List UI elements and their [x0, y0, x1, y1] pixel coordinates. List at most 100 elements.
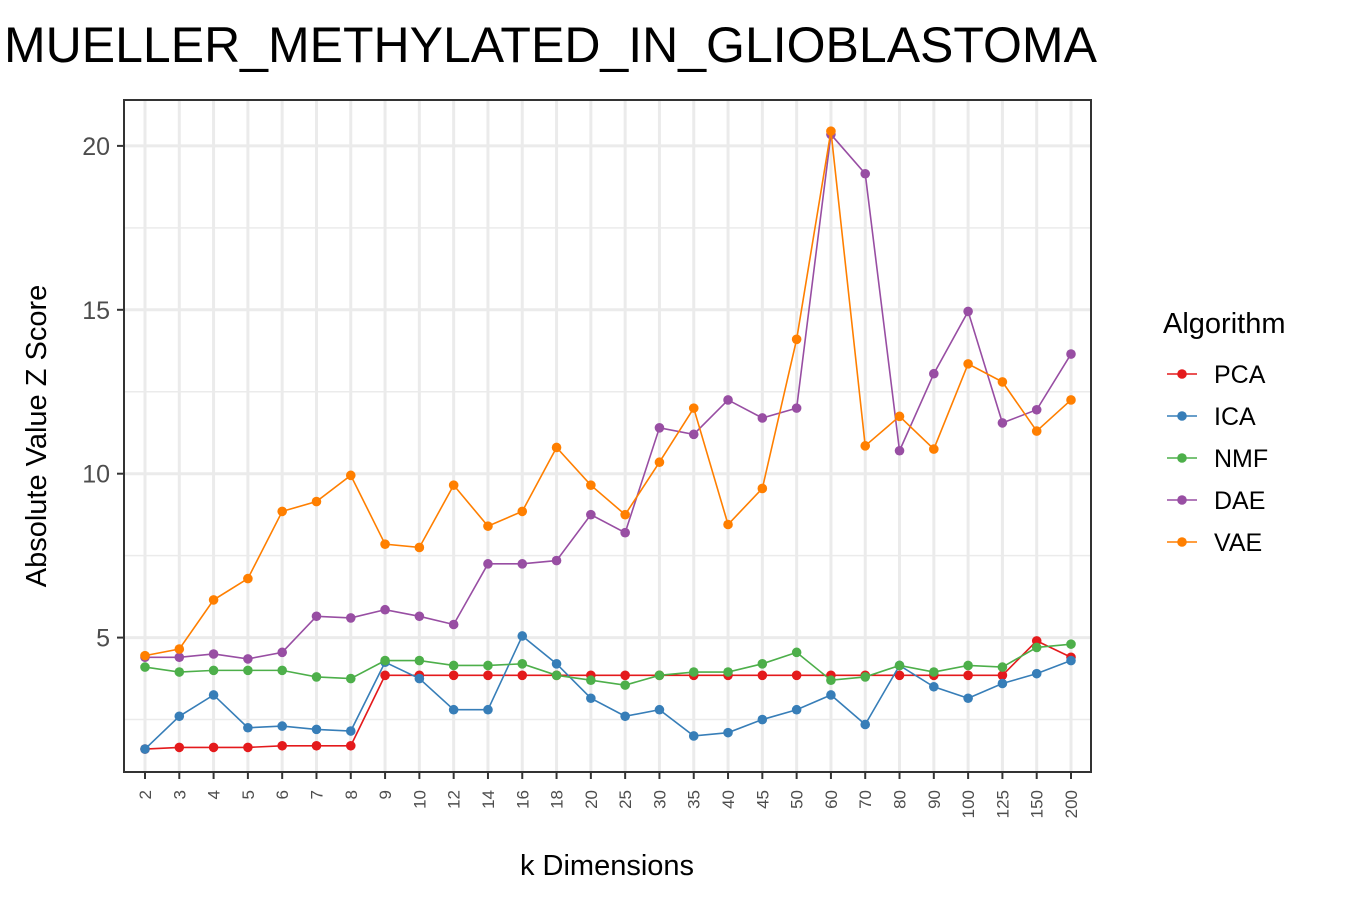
legend-key-point — [1177, 495, 1187, 505]
data-point-dae — [243, 654, 253, 664]
data-point-nmf — [243, 665, 253, 676]
data-point-vae — [894, 411, 905, 422]
data-point-ica — [1031, 668, 1042, 679]
data-point-dae — [448, 619, 459, 630]
x-tick-label: 200 — [1062, 790, 1081, 818]
legend-key-point — [1177, 411, 1187, 421]
x-tick-label: 70 — [856, 790, 875, 809]
legend-label: ICA — [1214, 403, 1256, 431]
legend-item-vae: VAE — [1167, 529, 1262, 557]
data-point-ica — [997, 678, 1008, 689]
x-tick-label: 30 — [650, 790, 669, 809]
data-point-vae — [1066, 395, 1076, 405]
data-point-nmf — [208, 665, 219, 676]
data-point-vae — [757, 483, 768, 494]
series-line-nmf — [144, 643, 1072, 686]
data-point-dae — [963, 306, 973, 317]
data-point-ica — [517, 631, 528, 641]
x-tick-label: 35 — [685, 790, 704, 809]
data-point-nmf — [654, 670, 665, 681]
x-axis: 2 3 4 5 6 7 8 9 10 12 14 16 18 20 25 30 35 40 45 50 60 70 80 90… — [136, 772, 1081, 818]
data-point-ica — [826, 690, 836, 700]
data-point-dae — [1031, 404, 1042, 415]
data-point-vae — [1031, 426, 1042, 436]
data-point-nmf — [791, 647, 802, 658]
plot-panel-border — [123, 99, 1092, 773]
data-point-dae — [551, 555, 562, 566]
plot-series — [140, 126, 1076, 754]
legend-item-nmf: NMF — [1167, 445, 1268, 473]
data-point-ica — [620, 711, 630, 722]
data-point-dae — [414, 611, 425, 622]
data-point-vae — [311, 496, 322, 507]
data-point-pca — [997, 670, 1008, 681]
x-tick-label: 10 — [410, 790, 429, 809]
data-point-ica — [791, 704, 802, 715]
data-point-pca — [757, 670, 768, 681]
data-point-dae — [620, 527, 630, 538]
data-point-dae — [997, 418, 1008, 428]
data-point-nmf — [1066, 639, 1076, 649]
data-point-ica — [586, 693, 596, 704]
data-point-vae — [963, 359, 973, 369]
series-line-pca — [144, 639, 1072, 750]
series-vae — [140, 126, 1076, 661]
data-point-nmf — [345, 673, 356, 684]
y-axis: 5 10 15 20 — [82, 133, 124, 653]
data-point-vae — [380, 539, 390, 549]
data-point-ica — [277, 721, 287, 731]
data-point-nmf — [757, 659, 768, 669]
x-tick-label: 8 — [342, 790, 361, 799]
data-point-ica — [311, 724, 322, 735]
data-point-dae — [723, 395, 733, 405]
x-tick-label: 80 — [891, 790, 910, 809]
x-tick-label: 50 — [788, 790, 807, 809]
data-point-nmf — [174, 667, 185, 677]
legend-key-point — [1177, 537, 1187, 547]
data-point-ica — [414, 673, 425, 684]
data-point-dae — [860, 168, 871, 179]
data-point-nmf — [620, 680, 630, 690]
data-point-pca — [483, 670, 493, 681]
legend-label: DAE — [1214, 487, 1265, 515]
data-point-ica — [448, 704, 459, 715]
data-point-nmf — [448, 660, 459, 671]
x-tick-label: 5 — [239, 790, 258, 799]
data-point-dae — [929, 368, 939, 379]
series-line-ica — [144, 634, 1072, 750]
data-point-dae — [654, 423, 665, 433]
y-tick-label: 15 — [82, 297, 110, 325]
data-point-dae — [688, 429, 699, 440]
data-point-vae — [860, 441, 871, 451]
y-tick-label: 5 — [96, 625, 110, 653]
series-line-dae — [145, 132, 1072, 660]
data-point-vae — [688, 403, 699, 413]
x-tick-label: 16 — [513, 790, 532, 809]
data-point-nmf — [586, 675, 596, 686]
data-point-ica — [140, 744, 150, 754]
data-point-nmf — [723, 667, 733, 677]
data-point-ica — [243, 722, 253, 733]
data-point-nmf — [311, 672, 322, 682]
data-point-ica — [757, 714, 768, 725]
data-point-vae — [483, 521, 493, 531]
data-point-vae — [448, 480, 459, 490]
data-point-ica — [345, 726, 356, 736]
data-point-vae — [551, 442, 562, 453]
data-point-nmf — [997, 662, 1008, 672]
x-tick-label: 7 — [307, 790, 326, 799]
data-point-pca — [894, 670, 905, 681]
data-point-dae — [311, 611, 322, 622]
data-point-dae — [894, 445, 905, 456]
data-point-ica — [929, 681, 939, 692]
x-tick-label: 40 — [719, 790, 738, 809]
legend-label: PCA — [1214, 361, 1266, 389]
x-tick-label: 100 — [959, 790, 978, 818]
data-point-nmf — [414, 655, 425, 666]
x-tick-label: 18 — [548, 790, 567, 809]
data-point-ica — [963, 693, 973, 704]
data-point-ica — [688, 731, 699, 741]
legend-key-point — [1177, 453, 1187, 463]
legend-item-ica: ICA — [1167, 403, 1256, 431]
y-tick-label: 10 — [82, 461, 110, 489]
